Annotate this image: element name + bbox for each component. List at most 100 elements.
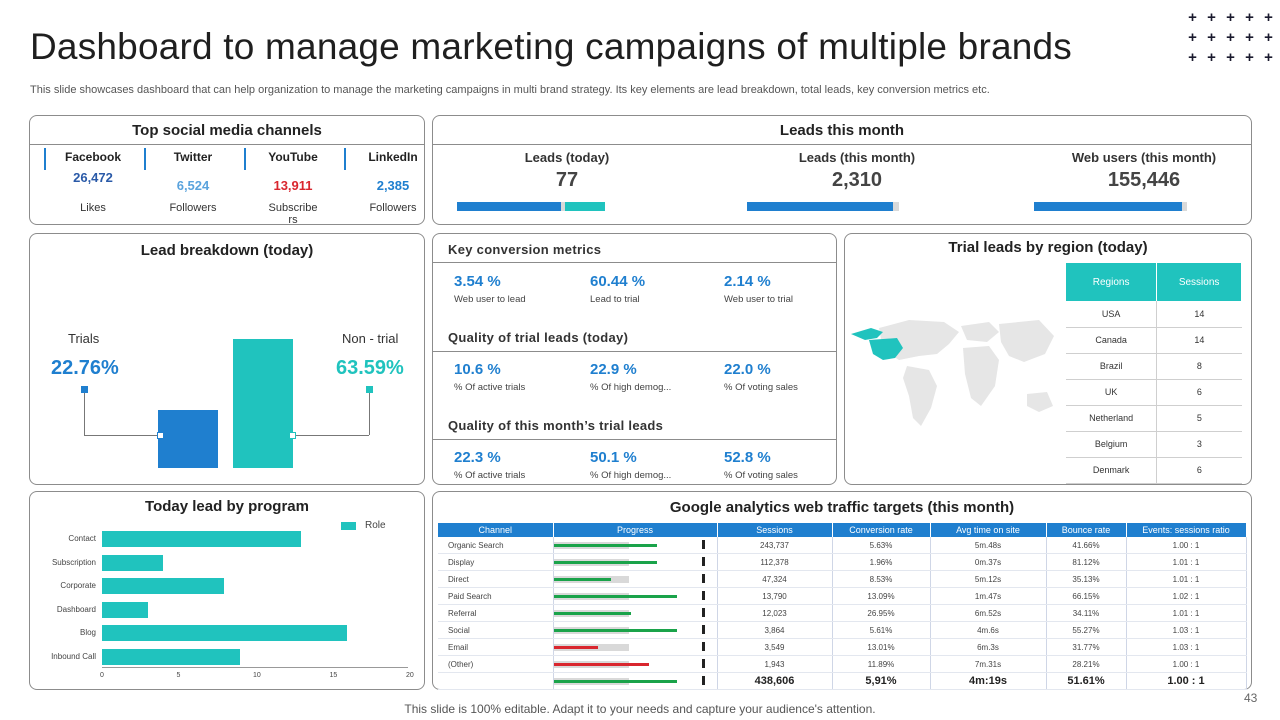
x-axis <box>102 667 408 668</box>
avg-time-cell: 0m.37s <box>930 553 1047 571</box>
program-bar <box>102 554 164 571</box>
lead-breakdown-panel: Lead breakdown (today) Trials 22.76% Non… <box>29 233 425 485</box>
progress-fill <box>1034 202 1183 211</box>
table-row: Brazil 8 <box>1066 353 1242 380</box>
target-marker <box>701 642 705 651</box>
progress-fill <box>553 561 657 564</box>
table-row: Paid Search 13,790 13.09% 1m.47s 66.15% 1.02 … <box>438 587 1247 605</box>
avg-time-cell: 5m.12s <box>930 570 1047 588</box>
table-row: UK 6 <box>1066 379 1242 406</box>
conversion-metrics-panel: Key conversion metrics 3.54 % Web user t… <box>432 233 837 485</box>
avg-time-cell: 7m.31s <box>930 655 1047 673</box>
trials-connector <box>157 432 164 439</box>
bounce-cell: 41.66% <box>1046 537 1127 554</box>
conversion-cell: 1.96% <box>832 553 931 571</box>
progress-bar <box>1034 202 1187 211</box>
sessions-cell: 13,790 <box>717 587 833 605</box>
progress-fill <box>457 202 561 211</box>
ratio-cell: 1.03 : 1 <box>1126 621 1247 639</box>
table-row: Belgium 3 <box>1066 431 1242 458</box>
region-cell: Brazil <box>1066 353 1158 380</box>
sessions-cell: 3,549 <box>717 638 833 656</box>
conversion-cell: 11.89% <box>832 655 931 673</box>
bounce-cell: 34.11% <box>1046 604 1127 622</box>
metric-label: % Of voting sales <box>724 470 798 481</box>
table-row: Referral 12,023 26.95% 6m.52s 34.11% 1.01 : 1 <box>438 604 1247 622</box>
progress-fill-secondary <box>565 202 605 211</box>
sessions-cell: 5 <box>1156 405 1242 432</box>
conversion-cell: 13.01% <box>832 638 931 656</box>
sessions-header: Sessions <box>1156 263 1242 301</box>
target-marker <box>701 557 705 566</box>
progress-fill <box>553 578 611 581</box>
progress-fill <box>553 663 649 666</box>
metric-value: 2.14 % <box>724 273 771 290</box>
metric-label: % Of high demog... <box>590 470 672 481</box>
ratio-cell: 1.00 : 1 <box>1126 537 1247 554</box>
channel-label: Followers <box>169 202 217 214</box>
col-channel: Channel <box>438 523 554 537</box>
progress-fill <box>553 680 677 683</box>
ga-traffic-table: Channel Progress Sessions Conversion rat… <box>438 523 1247 690</box>
legend-swatch <box>341 522 356 530</box>
conversion-cell: 8.53% <box>832 570 931 588</box>
metric-name: Leads (this month) <box>798 150 916 165</box>
region-cell: Belgium <box>1066 431 1158 458</box>
region-table: Regions Sessions USA 14 Canada 14 Brazil 8 … <box>1066 263 1242 484</box>
conversion-cell: 5,91% <box>832 672 931 690</box>
metric-value: 22.3 % <box>454 449 501 466</box>
channel-name: LinkedIn <box>368 150 418 164</box>
progress-cell <box>553 638 718 656</box>
trials-bar <box>158 410 218 468</box>
avg-time-cell: 6m.52s <box>930 604 1047 622</box>
web-users-metric: Web users (this month) 155,446 <box>1024 150 1264 211</box>
category-label: Contact <box>68 534 96 543</box>
progress-cell <box>553 587 718 605</box>
metric-value: 10.6 % <box>454 361 501 378</box>
trial-quality-month-title: Quality of this month’s trial leads <box>448 418 664 433</box>
target-marker <box>701 625 705 634</box>
program-bar <box>102 531 301 547</box>
ga-panel-title: Google analytics web traffic targets (th… <box>669 499 1015 516</box>
sessions-cell: 1,943 <box>717 655 833 673</box>
program-chart-title: Today lead by program <box>145 498 309 515</box>
table-row: USA 14 <box>1066 301 1242 328</box>
x-tick-label: 10 <box>253 672 261 679</box>
ratio-cell: 1.01 : 1 <box>1126 604 1247 622</box>
progress-cell <box>553 655 718 673</box>
table-row: Organic Search 243,737 5.63% 5m.48s 41.66% 1.… <box>438 537 1247 554</box>
channel-name: YouTube <box>268 150 318 164</box>
conversion-cell: 5.63% <box>832 537 931 554</box>
avg-time-cell: 4m.6s <box>930 621 1047 639</box>
trials-label: Trials <box>68 331 100 346</box>
target-marker <box>701 540 705 549</box>
ratio-cell: 1.00 : 1 <box>1126 672 1247 690</box>
decorative-plus-pattern: + + + + + + + + + + + + + + + <box>1188 9 1273 66</box>
metric-voting-sales-month: 52.8 % % Of voting sales <box>724 449 854 481</box>
channel-label: Likes <box>80 202 106 214</box>
channel-cell: (Other) <box>438 655 554 673</box>
x-tick-label: 15 <box>329 672 338 679</box>
channel-cell: Display <box>438 553 554 571</box>
metric-value: 155,446 <box>1107 169 1181 191</box>
progress-bar <box>457 202 605 211</box>
trial-quality-today-title: Quality of trial leads (today) <box>448 330 629 345</box>
metric-value: 60.44 % <box>590 273 646 290</box>
target-marker <box>701 659 705 668</box>
conversion-cell: 26.95% <box>832 604 931 622</box>
x-tick-label: 0 <box>100 672 104 679</box>
progress-fill <box>747 202 893 211</box>
region-cell: USA <box>1066 301 1158 328</box>
metric-label: % Of voting sales <box>724 382 798 393</box>
world-map-icon <box>851 320 1054 426</box>
ratio-cell: 1.01 : 1 <box>1126 570 1247 588</box>
channel-cell: Direct <box>438 570 554 588</box>
ga-traffic-panel: Google analytics web traffic targets (th… <box>432 491 1252 690</box>
channel-value: 26,472 <box>73 170 113 185</box>
bounce-cell: 28.21% <box>1046 655 1127 673</box>
page-number: 43 <box>1244 691 1258 705</box>
leads-month-panel: Leads this month Leads (today) 77 Leads … <box>432 115 1252 225</box>
sessions-cell: 12,023 <box>717 604 833 622</box>
table-row: Netherland 5 <box>1066 405 1242 432</box>
key-conversion-title: Key conversion metrics <box>448 242 602 257</box>
